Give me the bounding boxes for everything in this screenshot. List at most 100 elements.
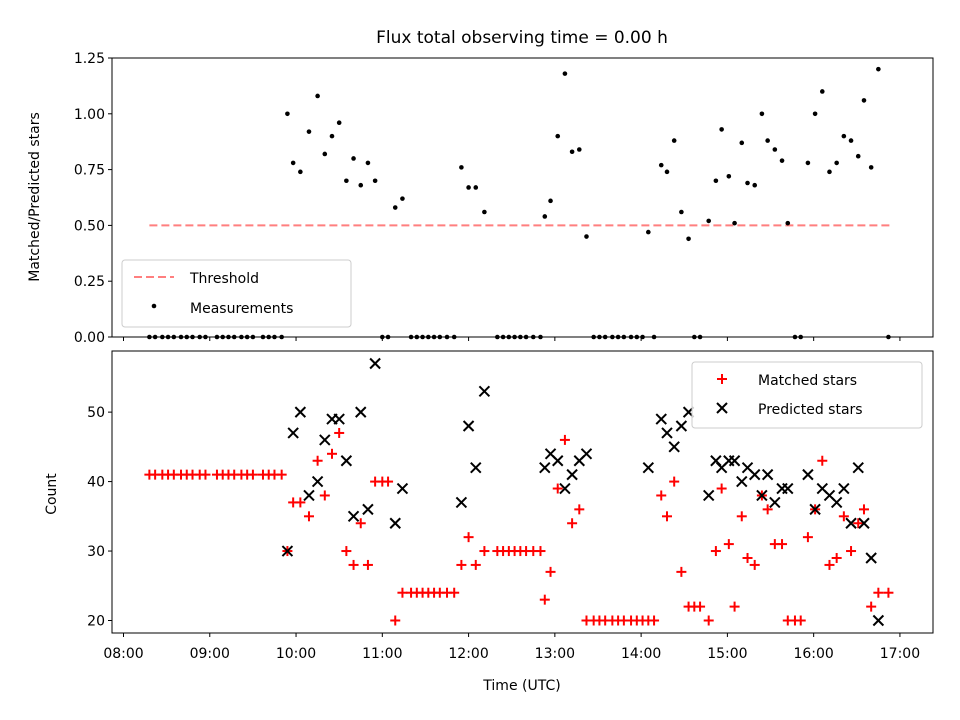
predicted-point (389, 517, 401, 529)
predicted-point (470, 461, 482, 474)
predicted-point-b (369, 357, 381, 370)
measurement-point (679, 209, 684, 215)
x-axis-label: Time (UTC) (482, 678, 560, 694)
count-y-tick-label: 30 (87, 544, 105, 560)
ratio-y-ticks: 0.00 0.25 0.50 0.75 1.00 1.25 (74, 51, 112, 346)
count-panel: Count Time (UTC) 20 30 40 50 08:00 09:00 10:0… (44, 350, 934, 694)
matched-point (883, 587, 894, 598)
predicted-point-b (303, 489, 315, 502)
predicted-point (319, 434, 331, 446)
matched-point (355, 518, 366, 529)
count-legend: Matched stars Predicted stars (691, 361, 923, 429)
measurement-point (812, 111, 818, 117)
ratio-y-tick-label: 0.75 (74, 163, 105, 179)
measurement-point (671, 138, 677, 143)
matched-point (716, 483, 727, 494)
matched-point (552, 483, 563, 494)
measurement-point (779, 158, 785, 163)
predicted-point-b (544, 448, 557, 460)
ratio-y-tick-label: 1.25 (74, 51, 105, 67)
predicted-point (675, 420, 688, 432)
chart-title: Flux total observing time = 0.00 h (376, 28, 668, 48)
predicted-point-b (396, 482, 409, 495)
measurement-point (732, 220, 737, 226)
predicted-point-b (736, 475, 748, 488)
measurement-point (658, 162, 664, 168)
measurement-point (473, 185, 479, 190)
measurement-point (745, 180, 750, 186)
measurement-point (344, 178, 349, 184)
count-x-tick-label: 08:00 (103, 646, 143, 662)
matched-point (276, 469, 287, 480)
predicted-point-b (362, 503, 374, 516)
predicted-point (661, 427, 673, 439)
predicted-point-b (782, 482, 794, 495)
measurement-point (805, 160, 811, 166)
predicted-point (362, 503, 374, 516)
predicted-point (802, 468, 814, 481)
count-y-tick-label: 20 (87, 613, 105, 629)
predicted-point (782, 482, 794, 495)
matched-point (662, 511, 673, 522)
measurement-point (646, 229, 651, 235)
measurement-point (298, 169, 303, 175)
predicted-point (355, 406, 367, 418)
measurement-point (861, 98, 867, 103)
predicted-point (580, 448, 593, 460)
predicted-point-b (340, 455, 353, 467)
measurement-point (372, 178, 378, 184)
predicted-point (736, 475, 748, 488)
measurement-point (569, 149, 575, 155)
predicted-point-b (294, 406, 307, 418)
predicted-point-b (539, 461, 551, 474)
measurement-point (365, 160, 371, 166)
predicted-point (830, 496, 843, 509)
matched-point (312, 455, 323, 466)
matched-point (383, 476, 394, 487)
predicted-point-b (389, 517, 401, 529)
legend-measurements-label: Measurements (190, 301, 293, 317)
matched-point (858, 504, 869, 515)
measurement-point (548, 198, 553, 204)
matched-point (742, 552, 753, 563)
matched-point (729, 601, 740, 612)
predicted-point-b (559, 482, 571, 495)
matched-point (397, 587, 408, 598)
measurement-point (664, 169, 670, 175)
ratio-panel: Flux total observing time = 0.00 h Match… (27, 28, 934, 346)
count-legend-box (691, 361, 923, 429)
legend-measurements-swatch (151, 303, 157, 309)
predicted-point (728, 455, 741, 467)
matched-point (535, 546, 546, 557)
ratio-legend-box (121, 259, 352, 328)
ratio-y-tick-label: 1.00 (74, 107, 105, 123)
predicted-point-b (809, 503, 821, 516)
matched-point (574, 504, 585, 515)
matched-point (362, 559, 373, 570)
matched-point (838, 511, 849, 522)
measurement-point (329, 133, 335, 139)
measurement-point (336, 120, 342, 126)
measurement-point (719, 127, 724, 132)
measurement-point (686, 236, 691, 242)
matched-point (463, 532, 474, 543)
matched-point (390, 615, 401, 626)
count-x-ticks: 08:00 09:00 10:00 11:00 12:00 13:00 14:00 15:00… (103, 633, 920, 662)
count-x-tick-label: 14:00 (621, 646, 661, 662)
predicted-point-b (566, 468, 578, 481)
predicted-point (462, 420, 475, 432)
predicted-point-b (852, 461, 864, 474)
measurement-point (400, 196, 405, 201)
measurement-point (841, 133, 847, 139)
predicted-point (845, 517, 857, 529)
count-plot-frame (111, 350, 934, 634)
matched-point (319, 490, 330, 501)
predicted-point-b (333, 413, 345, 425)
predicted-point (756, 489, 768, 502)
matched-point (749, 559, 760, 570)
predicted-point-b (845, 517, 857, 529)
count-x-tick-label: 17:00 (880, 646, 920, 662)
matched-point (669, 476, 680, 487)
